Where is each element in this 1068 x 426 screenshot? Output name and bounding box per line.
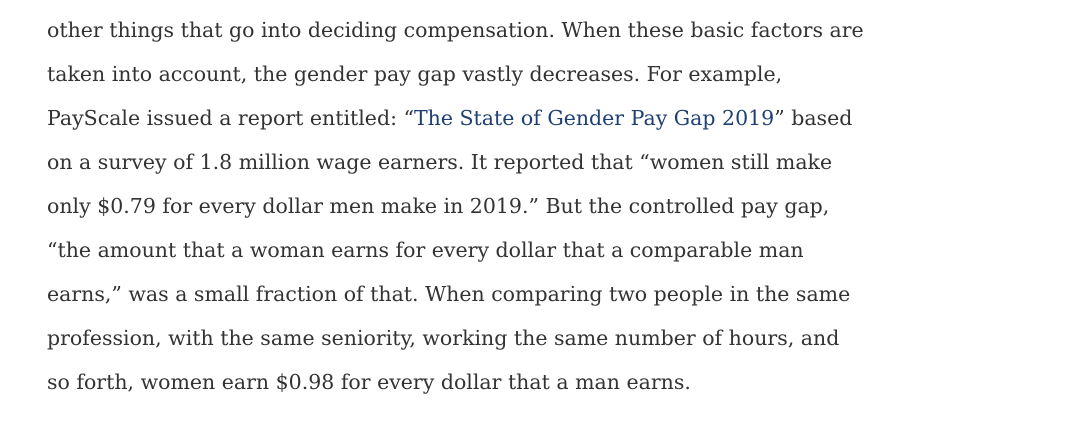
text-line: “the amount that a woman earns for every… bbox=[47, 238, 804, 262]
text-line: profession, with the same seniority, wor… bbox=[47, 326, 840, 350]
text-line: other things that go into deciding compe… bbox=[47, 18, 864, 42]
link[interactable]: The State of Gender Pay Gap 2019 bbox=[413, 106, 775, 130]
text-line: on a survey of 1.8 million wage earners.… bbox=[47, 150, 833, 174]
text-line: so forth, women earn $0.98 for every dol… bbox=[47, 370, 691, 394]
text-line: taken into account, the gender pay gap v… bbox=[47, 62, 783, 86]
paragraph: other things that go into deciding compe… bbox=[47, 8, 864, 404]
text-line: earns,” was a small fraction of that. Wh… bbox=[47, 282, 851, 306]
text: ” based bbox=[774, 106, 853, 130]
text-line: PayScale issued a report entitled: “The … bbox=[47, 96, 864, 140]
text-line: only $0.79 for every dollar men make in … bbox=[47, 194, 830, 218]
text: PayScale issued a report entitled: “ bbox=[47, 106, 414, 130]
